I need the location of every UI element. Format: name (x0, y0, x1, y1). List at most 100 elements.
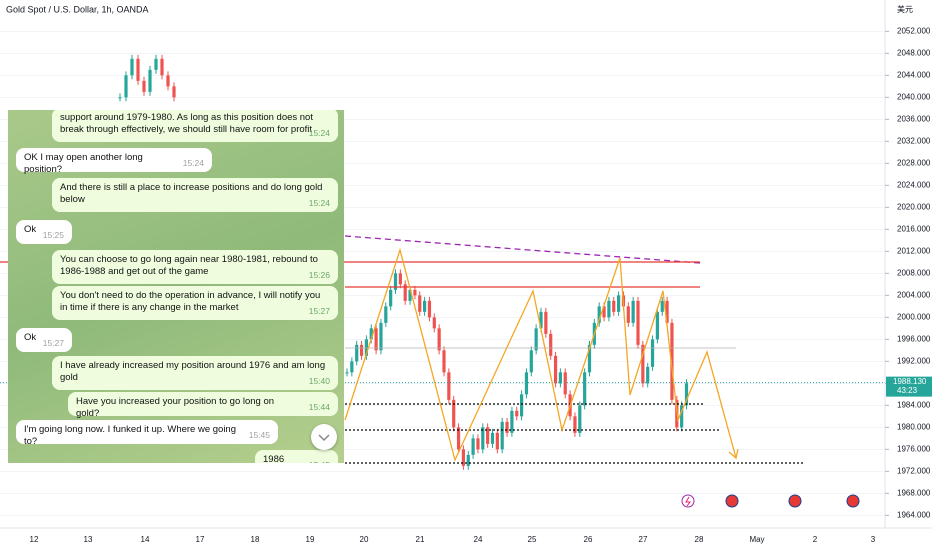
chat-message: You don't need to do the operation in ad… (52, 286, 338, 320)
x-tick-label: 2 (813, 535, 818, 544)
candle (617, 295, 621, 312)
event-icon[interactable] (681, 494, 695, 508)
flag-icon[interactable] (846, 494, 860, 508)
candle (641, 344, 645, 384)
candle (456, 427, 461, 450)
message-time: 15:24 (308, 198, 330, 208)
candle (607, 300, 611, 318)
x-tick-label: 27 (639, 535, 648, 544)
candle (515, 410, 519, 417)
y-tick-label: 1968.000 (897, 488, 931, 497)
candle (626, 306, 630, 323)
wave-path (344, 247, 737, 462)
candle (418, 295, 422, 312)
candle (680, 405, 684, 428)
candle (553, 355, 558, 384)
scroll-down-button[interactable] (311, 424, 337, 450)
candle (505, 421, 509, 433)
message-text: I have already increased my position aro… (60, 360, 326, 383)
candle (118, 97, 122, 99)
candle (442, 350, 446, 373)
x-tick-label: 3 (871, 535, 876, 544)
candle (437, 328, 441, 351)
candle (359, 344, 364, 356)
candle (413, 289, 417, 296)
candle (166, 75, 170, 87)
candle (495, 432, 499, 450)
y-tick-label: 2020.000 (897, 202, 931, 211)
y-tick-label: 2008.000 (897, 268, 931, 277)
candle (587, 344, 592, 373)
message-text: Ok (24, 332, 37, 343)
candle (172, 86, 176, 98)
x-tick-label: 28 (695, 535, 704, 544)
chat-message: I have already increased my position aro… (52, 356, 338, 390)
event-icon (685, 496, 691, 507)
arrow-head (728, 448, 739, 460)
y-tick-label: 2024.000 (897, 180, 931, 189)
candle (510, 410, 514, 433)
candle (650, 339, 655, 367)
candle (486, 427, 490, 444)
y-tick-label: 2036.000 (897, 114, 931, 123)
candle (447, 372, 451, 400)
candle (124, 75, 128, 98)
candle (408, 289, 412, 301)
price-tag (886, 376, 932, 397)
candle (423, 300, 427, 312)
chat-message: I'm going long now. I funked it up. Wher… (16, 420, 278, 447)
chevron (318, 434, 330, 442)
candle (670, 322, 674, 400)
x-tick-label: 14 (141, 535, 150, 544)
candle (534, 328, 538, 351)
flag-icon[interactable] (788, 494, 802, 508)
countdown: 43:23 (897, 386, 918, 395)
candle (393, 273, 398, 290)
y-tick-label: 1980.000 (897, 422, 931, 431)
candle (665, 300, 669, 323)
candle (524, 372, 529, 395)
message-text: And there is still a place to increase p… (60, 182, 323, 205)
candle (160, 58, 164, 76)
candle (549, 333, 553, 356)
candle (646, 366, 650, 384)
candle (490, 432, 495, 444)
candle (384, 306, 388, 323)
message-text: 1986 (263, 454, 285, 463)
message-time: 15:44 (308, 402, 330, 412)
chart-title: Gold Spot / U.S. Dollar, 1h, OANDA (6, 4, 149, 14)
message-text: I'm going long now. I funked it up. Wher… (24, 424, 236, 447)
candle (398, 273, 402, 285)
chat-message: OK I may open another long position? 15:2… (16, 148, 212, 175)
chat-message: You can choose to go long again near 198… (52, 250, 338, 284)
currency: 美元 (897, 4, 913, 14)
candle (500, 421, 504, 450)
candle (636, 300, 640, 345)
candle (432, 317, 436, 329)
message-time: 15:45 (248, 430, 270, 440)
candle (481, 427, 485, 450)
candle (544, 311, 548, 334)
candle (563, 372, 567, 395)
x-tick-label: 20 (360, 535, 369, 544)
price-tag-label: 1988.130 (893, 377, 927, 386)
candle (379, 322, 383, 351)
candle (369, 328, 373, 340)
candle (374, 328, 378, 351)
candle (142, 80, 146, 92)
candle (558, 372, 562, 384)
message-time: 15:24 (308, 128, 330, 138)
candle (389, 289, 393, 307)
message-text: Ok (24, 224, 37, 235)
candle (154, 58, 158, 70)
y-tick-label: 2028.000 (897, 158, 931, 167)
message-time: 15:40 (308, 376, 330, 386)
candle (684, 383, 689, 406)
x-tick-label: 24 (474, 535, 483, 544)
flag-icon[interactable] (725, 494, 739, 508)
candle (660, 300, 664, 312)
message-time: 15:24 (182, 158, 204, 168)
chat-message: 1986 15:45 (255, 450, 338, 463)
candle (520, 394, 524, 417)
